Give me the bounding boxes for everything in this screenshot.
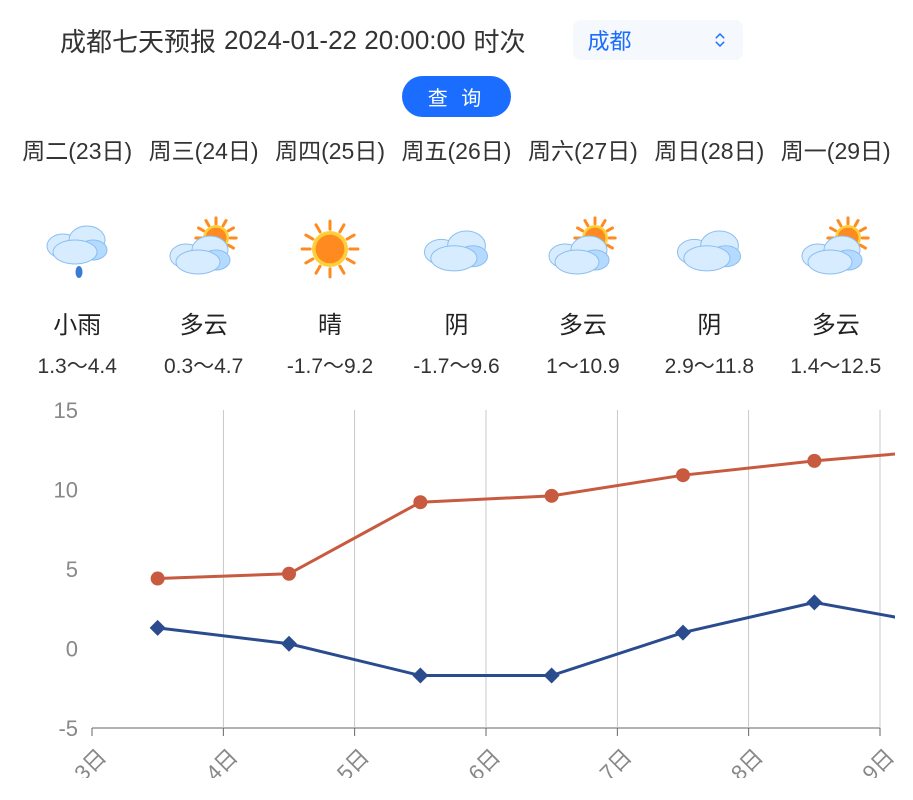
high-temp-marker (676, 468, 690, 482)
temperature-range: 1～10.9 (546, 350, 620, 380)
high-temp-marker (151, 572, 165, 586)
weather-icon (796, 209, 876, 289)
condition-text: 多云 (559, 305, 607, 340)
forecast-header: 成都七天预报 2024-01-22 20:00:00 时次 成都 (0, 0, 913, 70)
x-tick-label: 8日 (726, 744, 768, 778)
forecast-grid: 周二(23日) 小雨 1.3～4.4 周三(24日) 多云 0.3～4.7 周四… (0, 127, 913, 390)
day-label: 周六(27日) (528, 135, 638, 203)
condition-text: 多云 (812, 305, 860, 340)
condition-text: 阴 (697, 305, 721, 340)
chevron-updown-icon (711, 31, 729, 49)
weather-icon (290, 209, 370, 289)
temperature-range: 2.9～11.8 (665, 350, 755, 380)
low-temp-marker (412, 668, 428, 684)
temperature-range: 1.4～12.5 (790, 350, 881, 380)
y-tick-label: 15 (54, 398, 78, 423)
condition-text: 阴 (444, 305, 468, 340)
weather-icon (543, 209, 623, 289)
x-tick-label: 5日 (332, 744, 374, 778)
city-selector[interactable]: 成都 (573, 20, 743, 60)
high-temp-marker (413, 495, 427, 509)
temperature-range: -1.7～9.2 (287, 350, 373, 380)
temperature-chart: -5 0 5 10 15 3日 4日 5日 6日 7日 8日 9日 (0, 398, 913, 783)
low-temp-marker (544, 668, 560, 684)
high-temp-marker (807, 454, 821, 468)
x-tick-label: 7日 (595, 744, 637, 778)
weather-icon (164, 209, 244, 289)
high-temp-line (158, 450, 895, 579)
x-tick-label: 4日 (201, 744, 243, 778)
day-column: 周二(23日) 小雨 1.3～4.4 (14, 135, 140, 380)
weather-icon (416, 209, 496, 289)
high-temp-marker (545, 489, 559, 503)
weather-icon (37, 209, 117, 289)
day-label: 周四(25日) (275, 135, 385, 203)
day-column: 周一(29日) 多云 1.4～12.5 (773, 135, 899, 380)
day-label: 周五(26日) (402, 135, 512, 203)
low-temp-marker (806, 594, 822, 610)
y-tick-label: -5 (58, 716, 78, 741)
temperature-range: 1.3～4.4 (38, 350, 117, 380)
day-label: 周三(24日) (149, 135, 259, 203)
title-suffix: 时次 (473, 22, 525, 59)
condition-text: 晴 (318, 305, 342, 340)
day-label: 周日(28日) (654, 135, 764, 203)
x-tick-label: 6日 (463, 744, 505, 778)
low-temp-marker (150, 620, 166, 636)
city-selector-value: 成都 (587, 24, 631, 56)
low-temp-marker (281, 636, 297, 652)
weather-icon (669, 209, 749, 289)
title-prefix: 成都七天预报 (60, 22, 216, 59)
low-temp-line (158, 602, 895, 675)
day-column: 周六(27日) 多云 1～10.9 (520, 135, 646, 380)
y-tick-label: 5 (66, 557, 78, 582)
day-column: 周四(25日) 晴 -1.7～9.2 (267, 135, 393, 380)
temperature-range: 0.3～4.7 (164, 350, 243, 380)
condition-text: 多云 (180, 305, 228, 340)
temperature-range: -1.7～9.6 (413, 350, 499, 380)
y-tick-label: 10 (54, 478, 78, 503)
x-tick-label: 3日 (69, 744, 111, 778)
y-tick-label: 0 (66, 637, 78, 662)
high-temp-marker (282, 567, 296, 581)
day-column: 周五(26日) 阴 -1.7～9.6 (393, 135, 519, 380)
day-column: 周三(24日) 多云 0.3～4.7 (140, 135, 266, 380)
condition-text: 小雨 (53, 305, 101, 340)
day-label: 周二(23日) (22, 135, 132, 203)
title-timestamp: 2024-01-22 20:00:00 (224, 25, 465, 56)
query-row: 查 询 (0, 76, 913, 117)
day-column: 周日(28日) 阴 2.9～11.8 (646, 135, 772, 380)
x-tick-label: 9日 (857, 744, 895, 778)
day-label: 周一(29日) (781, 135, 891, 203)
low-temp-marker (675, 625, 691, 641)
query-button[interactable]: 查 询 (402, 76, 512, 117)
